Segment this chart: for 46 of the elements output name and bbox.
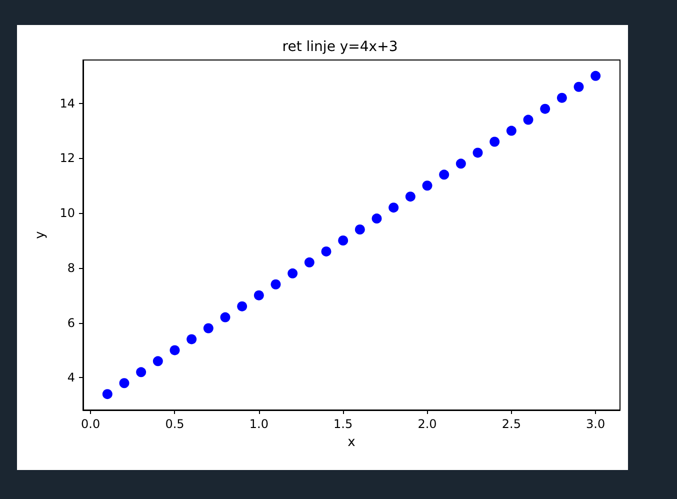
point [220,312,230,322]
x-tick-label: 1.0 [249,417,268,431]
x-tick-label: 0.0 [81,417,100,431]
point [136,367,146,378]
y-axis-title: y [33,230,48,239]
point [102,389,112,400]
point [354,224,365,235]
point [186,334,197,344]
point [170,345,180,356]
chart-title: ret linje y=4x+3 [282,39,398,55]
point [405,192,416,202]
point [372,214,382,224]
y-tick-label: 14 [60,96,75,110]
point [152,356,163,366]
point [439,170,450,180]
x-axis-title: x [348,435,356,450]
point [254,290,264,300]
point [472,148,483,158]
x-tick-label: 3.0 [586,417,606,431]
x-tick-label: 2.5 [502,417,521,431]
x-tick-label: 1.5 [334,417,353,431]
x-tick-label: 0.5 [165,417,184,431]
point [506,126,516,136]
point [523,114,534,125]
point [540,104,550,114]
point [556,92,567,103]
point [304,257,314,268]
point [388,202,399,213]
y-tick-label: 8 [67,260,75,275]
y-tick-label: 6 [67,316,75,330]
point [590,70,601,81]
point [270,279,281,290]
y-tick-label: 4 [67,370,75,385]
point [288,268,298,278]
x-tick-label: 2.0 [418,417,437,431]
point [574,82,584,92]
point [338,235,348,246]
point [119,378,130,388]
y-tick-label: 12 [60,151,75,166]
point [490,136,500,147]
point [237,301,248,312]
y-tick-label: 10 [60,206,75,220]
point [321,246,332,256]
point [203,323,214,334]
point [422,180,432,191]
point [456,158,466,169]
